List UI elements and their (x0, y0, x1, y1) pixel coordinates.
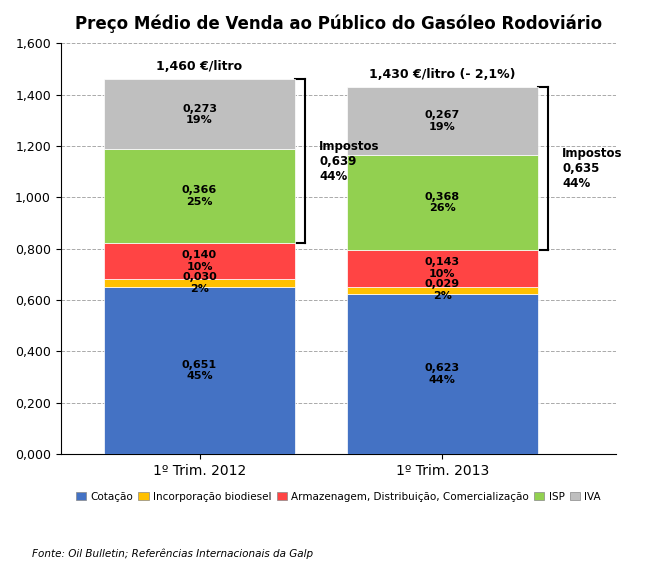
Bar (104, 79, 295, 149)
Text: 0,623
44%: 0,623 44% (425, 363, 460, 385)
Title: Preço Médio de Venda ao Público do Gasóleo Rodoviário: Preço Médio de Venda ao Público do Gasól… (75, 15, 602, 34)
Text: Impostos
0,639
44%: Impostos 0,639 44% (319, 140, 380, 183)
Text: Fonte: Oil Bulletin; Referências Internacionais da Galp: Fonte: Oil Bulletin; Referências Interna… (32, 549, 314, 559)
Text: 0,368
26%: 0,368 26% (425, 192, 460, 214)
Text: 0,029
2%: 0,029 2% (425, 279, 460, 301)
Text: 1,460 €/litro: 1,460 €/litro (157, 60, 243, 73)
Bar (104, 279, 295, 287)
Text: 0,140
10%: 0,140 10% (182, 251, 217, 272)
Text: 0,143
10%: 0,143 10% (425, 257, 460, 279)
Legend: Cotação, Incorporação biodiesel, Armazenagem, Distribuição, Comercialização, ISP: Cotação, Incorporação biodiesel, Armazen… (72, 488, 605, 506)
Text: Impostos
0,635
44%: Impostos 0,635 44% (562, 147, 622, 190)
Text: 0,366
25%: 0,366 25% (182, 185, 217, 207)
Text: 1,430 €/litro (- 2,1%): 1,430 €/litro (- 2,1%) (369, 67, 516, 80)
Bar (347, 87, 538, 156)
Bar (104, 149, 295, 243)
Bar (347, 287, 538, 294)
Bar (104, 243, 295, 279)
Bar (347, 294, 538, 454)
Bar (347, 250, 538, 287)
Text: 0,030
2%: 0,030 2% (182, 272, 217, 294)
Text: 0,273
19%: 0,273 19% (182, 103, 217, 125)
Bar (347, 156, 538, 250)
Text: 0,651
45%: 0,651 45% (182, 360, 217, 381)
Text: 0,267
19%: 0,267 19% (425, 111, 460, 132)
Bar (104, 287, 295, 454)
